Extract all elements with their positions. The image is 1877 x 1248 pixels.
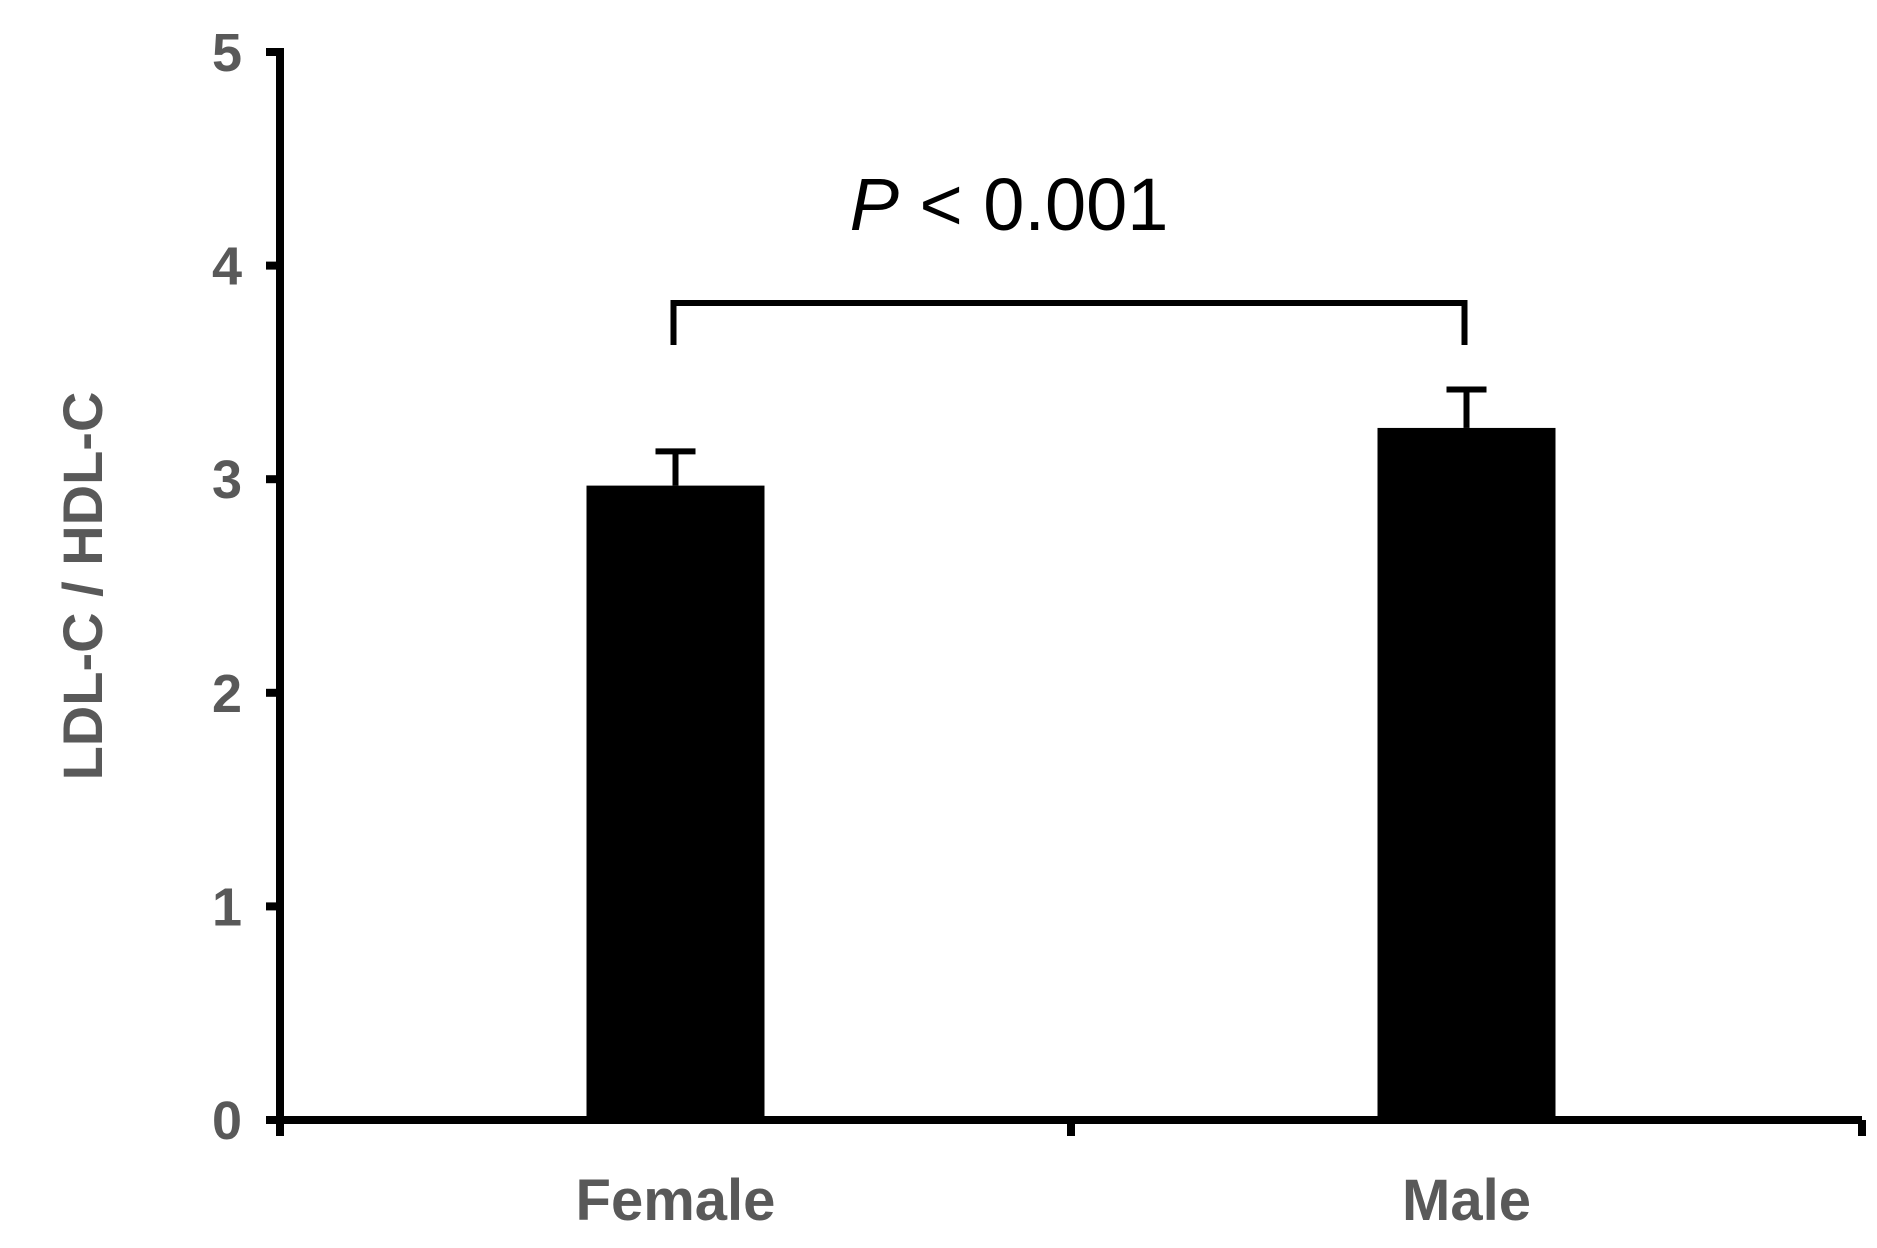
p-symbol: P <box>850 163 899 246</box>
y-tick-label: 5 <box>212 23 242 83</box>
error-bars-group <box>655 386 1487 486</box>
p-value-label: P < 0.001 <box>850 163 1169 246</box>
y-tick-label: 0 <box>212 1091 242 1151</box>
x-tick-label-female: Female <box>576 1168 776 1233</box>
y-tick-label: 4 <box>212 237 242 297</box>
y-tick-label: 2 <box>212 664 242 724</box>
bar-female <box>586 485 765 1120</box>
significance-bracket <box>670 300 1468 345</box>
y-axis-title: LDL-C / HDL-C <box>51 392 114 781</box>
x-tick-label-male: Male <box>1402 1168 1531 1233</box>
x-labels-group: Female Male <box>576 1168 1531 1233</box>
p-comparison: < 0.001 <box>899 163 1169 246</box>
y-tick-label: 1 <box>212 877 242 937</box>
y-ticks-group: 0 1 2 3 4 5 <box>212 23 280 1151</box>
bar-male <box>1377 427 1556 1120</box>
significance-annotation: P < 0.001 <box>670 163 1468 345</box>
bars-group <box>586 427 1556 1120</box>
y-tick-label: 3 <box>212 450 242 510</box>
